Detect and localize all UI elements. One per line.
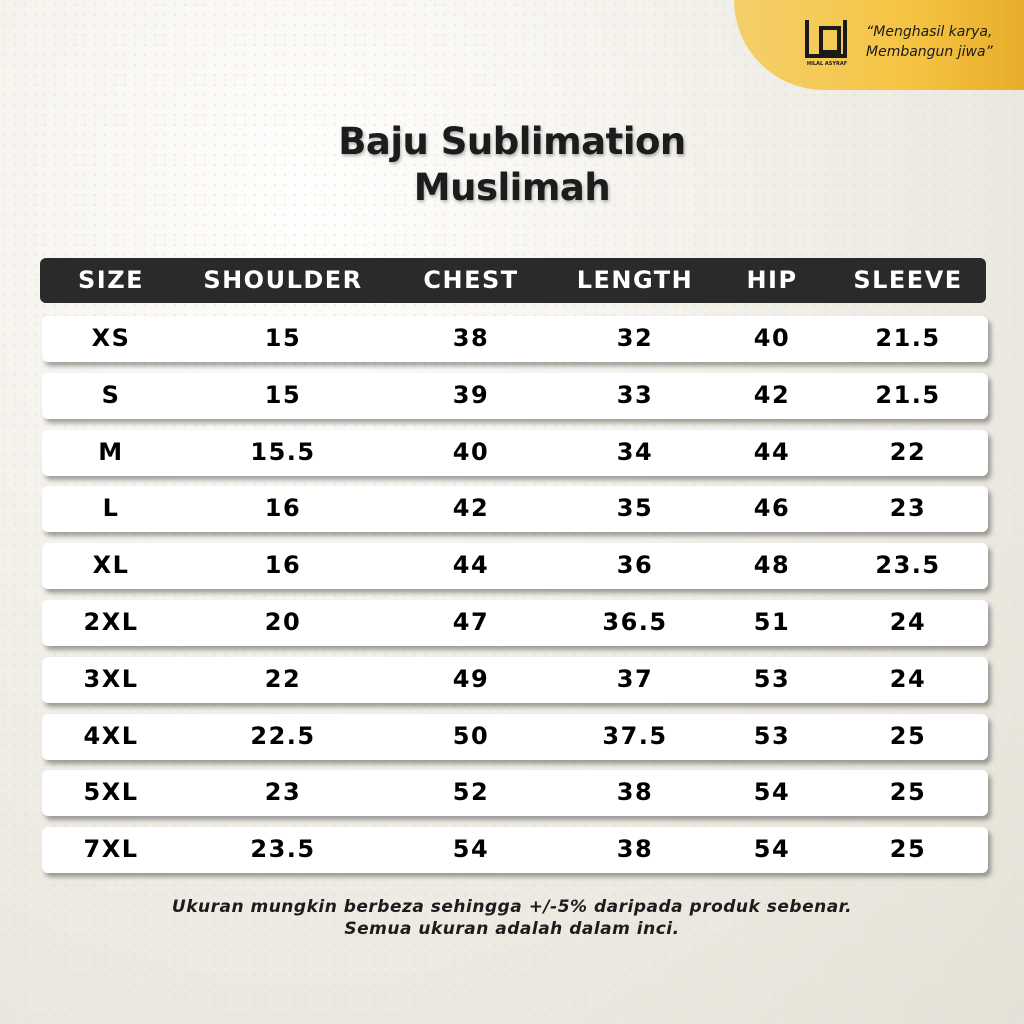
table-cell: 36.5 — [602, 608, 668, 636]
table-cell: 4XL — [83, 721, 139, 750]
table-cell: 23 — [264, 778, 302, 807]
footnote: Semua ukuran adalah dalam inci. — [344, 919, 680, 939]
table-cell: 22.5 — [250, 721, 316, 750]
table-cell: 51 — [753, 608, 791, 636]
table-cell: 24 — [889, 664, 927, 693]
table-cell: 23 — [889, 494, 927, 523]
column-header: LENGTH — [576, 266, 694, 294]
brand-name: HILAL ASYRAF — [806, 61, 848, 67]
table-cell: 16 — [264, 494, 302, 523]
table-row — [42, 600, 988, 646]
table-cell: 38 — [616, 778, 654, 807]
table-row — [42, 543, 988, 590]
column-header: HIP — [746, 266, 798, 294]
tagline: “Menghasil karya, — [866, 24, 993, 40]
table-cell: 21.5 — [875, 324, 941, 352]
table-row — [42, 827, 988, 874]
table-row — [42, 713, 988, 760]
table-cell: 49 — [452, 664, 490, 693]
table-cell: 53 — [753, 721, 791, 750]
table-cell: 39 — [452, 380, 490, 409]
table-cell: 23.5 — [875, 551, 941, 580]
table-cell: 38 — [452, 324, 490, 352]
table-cell: 54 — [753, 835, 791, 864]
table-cell: 42 — [753, 380, 791, 409]
table-cell: 22 — [264, 664, 302, 693]
table-cell: 48 — [753, 551, 791, 580]
table-cell: 44 — [753, 437, 791, 466]
table-cell: M — [98, 437, 124, 466]
table-cell: 3XL — [83, 664, 139, 693]
table-cell: L — [102, 494, 120, 523]
column-header: SIZE — [77, 266, 144, 294]
table-cell: 38 — [616, 835, 654, 864]
table-cell: 40 — [753, 324, 791, 352]
table-cell: 35 — [616, 494, 654, 523]
table-cell: 5XL — [83, 778, 139, 807]
column-header: SLEEVE — [853, 266, 963, 294]
table-cell: 2XL — [83, 608, 139, 636]
table-cell: 50 — [452, 721, 490, 750]
table-cell: S — [101, 380, 121, 409]
footnote: Ukuran mungkin berbeza sehingga +/-5% da… — [171, 897, 853, 917]
table-cell: 22 — [889, 437, 927, 466]
table-cell: 37 — [616, 664, 654, 693]
title: Baju Sublimation — [338, 120, 686, 163]
table-cell: 20 — [264, 608, 302, 636]
table-cell: 25 — [889, 721, 927, 750]
column-header: CHEST — [423, 266, 519, 294]
table-cell: 24 — [889, 608, 927, 636]
table-cell: 37.5 — [602, 721, 668, 750]
table-cell: 36 — [616, 551, 654, 580]
table-cell: 7XL — [83, 835, 139, 864]
brand-banner — [734, 0, 1024, 90]
table-row — [42, 656, 988, 703]
table-cell: 46 — [753, 494, 791, 523]
table-cell: 54 — [753, 778, 791, 807]
column-header: SHOULDER — [203, 266, 363, 294]
logo-mark — [805, 20, 847, 58]
table-cell: 23.5 — [250, 835, 316, 864]
header-bar — [40, 258, 986, 303]
title: Muslimah — [413, 166, 611, 209]
table-row — [42, 372, 988, 419]
table-cell: 32 — [616, 324, 654, 352]
table-cell: 21.5 — [875, 380, 941, 409]
table-row — [42, 770, 988, 817]
table-cell: 15 — [264, 380, 302, 409]
table-cell: 42 — [452, 494, 490, 523]
table-cell: 25 — [889, 835, 927, 864]
table-cell: XL — [92, 551, 130, 580]
table-row — [42, 316, 988, 362]
table-cell: 40 — [452, 437, 490, 466]
table-cell: 34 — [616, 437, 654, 466]
table-cell: 53 — [753, 664, 791, 693]
table-cell: XS — [91, 324, 131, 352]
tagline: Membangun jiwa” — [866, 44, 993, 60]
table-cell: 15.5 — [250, 437, 316, 466]
table-cell: 16 — [264, 551, 302, 580]
table-cell: 44 — [452, 551, 490, 580]
table-row — [42, 486, 988, 533]
table-cell: 33 — [616, 380, 654, 409]
table-row — [42, 429, 988, 476]
table-cell: 54 — [452, 835, 490, 864]
table-cell: 15 — [264, 324, 302, 352]
table-cell: 47 — [452, 608, 490, 636]
table-cell: 52 — [452, 778, 490, 807]
table-cell: 25 — [889, 778, 927, 807]
